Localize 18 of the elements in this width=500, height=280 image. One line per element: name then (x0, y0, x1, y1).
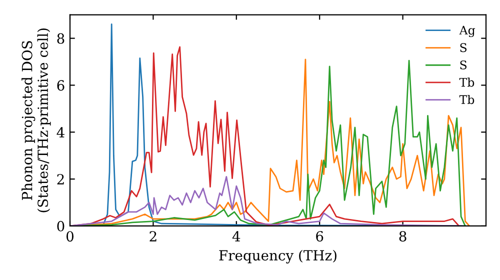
x-tick-label: 4 (232, 231, 240, 242)
legend-label: S (460, 60, 467, 70)
legend-label: Tb (459, 94, 474, 104)
x-axis-title: Frequency (THz) (219, 250, 336, 264)
y-tick-label: 0 (57, 220, 64, 232)
legend-label: Tb (459, 78, 474, 87)
y-tick-label: 4 (56, 127, 64, 138)
x-tick-label: 8 (399, 231, 406, 242)
y-tick-label: 2 (57, 174, 64, 184)
x-tick-label: 6 (316, 231, 324, 242)
line-series (70, 176, 462, 226)
x-tick-label: 0 (66, 231, 74, 242)
legend-label: S (460, 43, 467, 52)
y-tick-label: 8 (57, 33, 64, 44)
y-axis-title: Phonon projected DOS (States/THz·primitive cell) (22, 28, 51, 212)
legend-label: Ag (459, 26, 476, 38)
x-tick-label: 2 (150, 231, 156, 242)
y-tick-label: 6 (57, 80, 64, 91)
